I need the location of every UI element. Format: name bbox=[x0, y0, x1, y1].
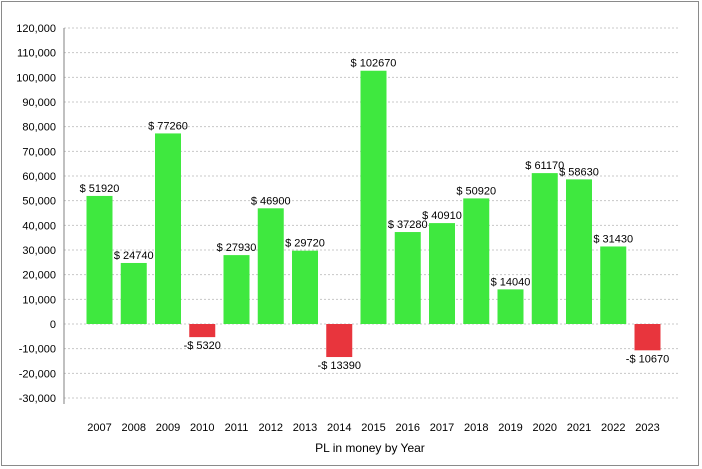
bar-2017 bbox=[429, 223, 455, 324]
y-tick-label: 30,000 bbox=[22, 245, 56, 257]
bar-2018 bbox=[463, 198, 490, 324]
x-axis-title: PL in money by Year bbox=[315, 441, 425, 455]
x-tick-label-2012: 2012 bbox=[259, 422, 283, 434]
data-label-2018: $ 50920 bbox=[456, 185, 496, 197]
data-label-2008: $ 24740 bbox=[114, 250, 154, 262]
x-tick-label-2014: 2014 bbox=[327, 422, 351, 434]
bar-2008 bbox=[120, 262, 147, 324]
bar-2007 bbox=[86, 195, 113, 324]
bar-2012 bbox=[257, 208, 284, 324]
x-tick-label-2008: 2008 bbox=[122, 422, 146, 434]
bar-2010 bbox=[189, 324, 216, 338]
x-axis-ticks: 2007 2008 2009 2010 2011 2012 2013 2014 2015 2016… bbox=[87, 422, 659, 434]
bars bbox=[86, 70, 661, 358]
x-tick-label-2020: 2020 bbox=[533, 422, 557, 434]
x-tick-label-2018: 2018 bbox=[464, 422, 488, 434]
y-tick-label: 60,000 bbox=[22, 171, 56, 183]
y-tick-label: -30,000 bbox=[19, 393, 56, 405]
bar-2023 bbox=[634, 324, 661, 351]
data-label-2009: $ 77260 bbox=[148, 120, 188, 132]
bar-2014 bbox=[326, 324, 353, 358]
x-tick-label-2022: 2022 bbox=[601, 422, 625, 434]
data-label-2007: $ 51920 bbox=[80, 183, 120, 195]
y-tick-label: -10,000 bbox=[19, 344, 56, 356]
bar-2011 bbox=[223, 255, 250, 324]
x-tick-label-2013: 2013 bbox=[293, 422, 317, 434]
y-tick-label: -20,000 bbox=[19, 368, 56, 380]
data-label-2011: $ 27930 bbox=[217, 242, 257, 254]
data-label-2020: $ 61170 bbox=[525, 160, 564, 172]
y-tick-label: 40,000 bbox=[22, 220, 56, 232]
y-tick-label: 50,000 bbox=[22, 196, 56, 208]
bar-2019 bbox=[497, 289, 524, 324]
data-label-2017: $ 40910 bbox=[422, 210, 462, 222]
y-tick-label: 0 bbox=[50, 319, 56, 331]
y-tick-label: 90,000 bbox=[22, 97, 56, 109]
data-label-2015: $ 102670 bbox=[351, 58, 397, 70]
data-label-2022: $ 31430 bbox=[593, 233, 633, 245]
bar-2016 bbox=[394, 232, 421, 324]
data-label-2013: $ 29720 bbox=[285, 238, 325, 250]
y-axis-ticks: 120,000 110,000 100,000 90,000 80,000 70,000 6… bbox=[16, 23, 56, 405]
data-label-2019: $ 14040 bbox=[491, 276, 531, 288]
y-tick-label: 110,000 bbox=[17, 48, 56, 60]
x-tick-label-2021: 2021 bbox=[567, 422, 591, 434]
bar-2022 bbox=[600, 246, 627, 324]
x-tick-label-2009: 2009 bbox=[156, 422, 180, 434]
data-label-2021: $ 58630 bbox=[559, 166, 599, 178]
data-label-2014: -$ 13390 bbox=[318, 360, 361, 372]
bar-2009 bbox=[155, 133, 181, 324]
bar-2021 bbox=[566, 179, 592, 324]
x-tick-label-2023: 2023 bbox=[635, 422, 659, 434]
data-label-2012: $ 46900 bbox=[251, 195, 291, 207]
y-tick-label: 100,000 bbox=[16, 72, 56, 84]
x-tick-label-2011: 2011 bbox=[225, 422, 249, 434]
bar-2015 bbox=[360, 70, 387, 324]
x-tick-label-2016: 2016 bbox=[396, 422, 420, 434]
data-labels: $ 51920 $ 24740 $ 77260 -$ 5320 $ 27930 $ 469… bbox=[80, 58, 670, 372]
data-label-2016: $ 37280 bbox=[388, 219, 428, 231]
x-tick-label-2019: 2019 bbox=[498, 422, 522, 434]
x-tick-label-2017: 2017 bbox=[430, 422, 454, 434]
y-tick-label: 10,000 bbox=[22, 294, 56, 306]
y-tick-label: 20,000 bbox=[22, 270, 56, 282]
x-tick-label-2010: 2010 bbox=[190, 422, 214, 434]
bar-2020 bbox=[531, 173, 558, 324]
y-tick-label: 120,000 bbox=[16, 23, 56, 35]
x-tick-label-2015: 2015 bbox=[361, 422, 385, 434]
bar-chart: 120,000 110,000 100,000 90,000 80,000 70,000 6… bbox=[16, 23, 678, 455]
data-label-2023: -$ 10670 bbox=[626, 353, 669, 365]
bar-2013 bbox=[292, 250, 318, 324]
x-tick-label-2007: 2007 bbox=[87, 422, 111, 434]
y-tick-label: 80,000 bbox=[22, 122, 56, 134]
y-tick-label: 70,000 bbox=[22, 146, 56, 158]
data-label-2010: -$ 5320 bbox=[184, 340, 221, 352]
